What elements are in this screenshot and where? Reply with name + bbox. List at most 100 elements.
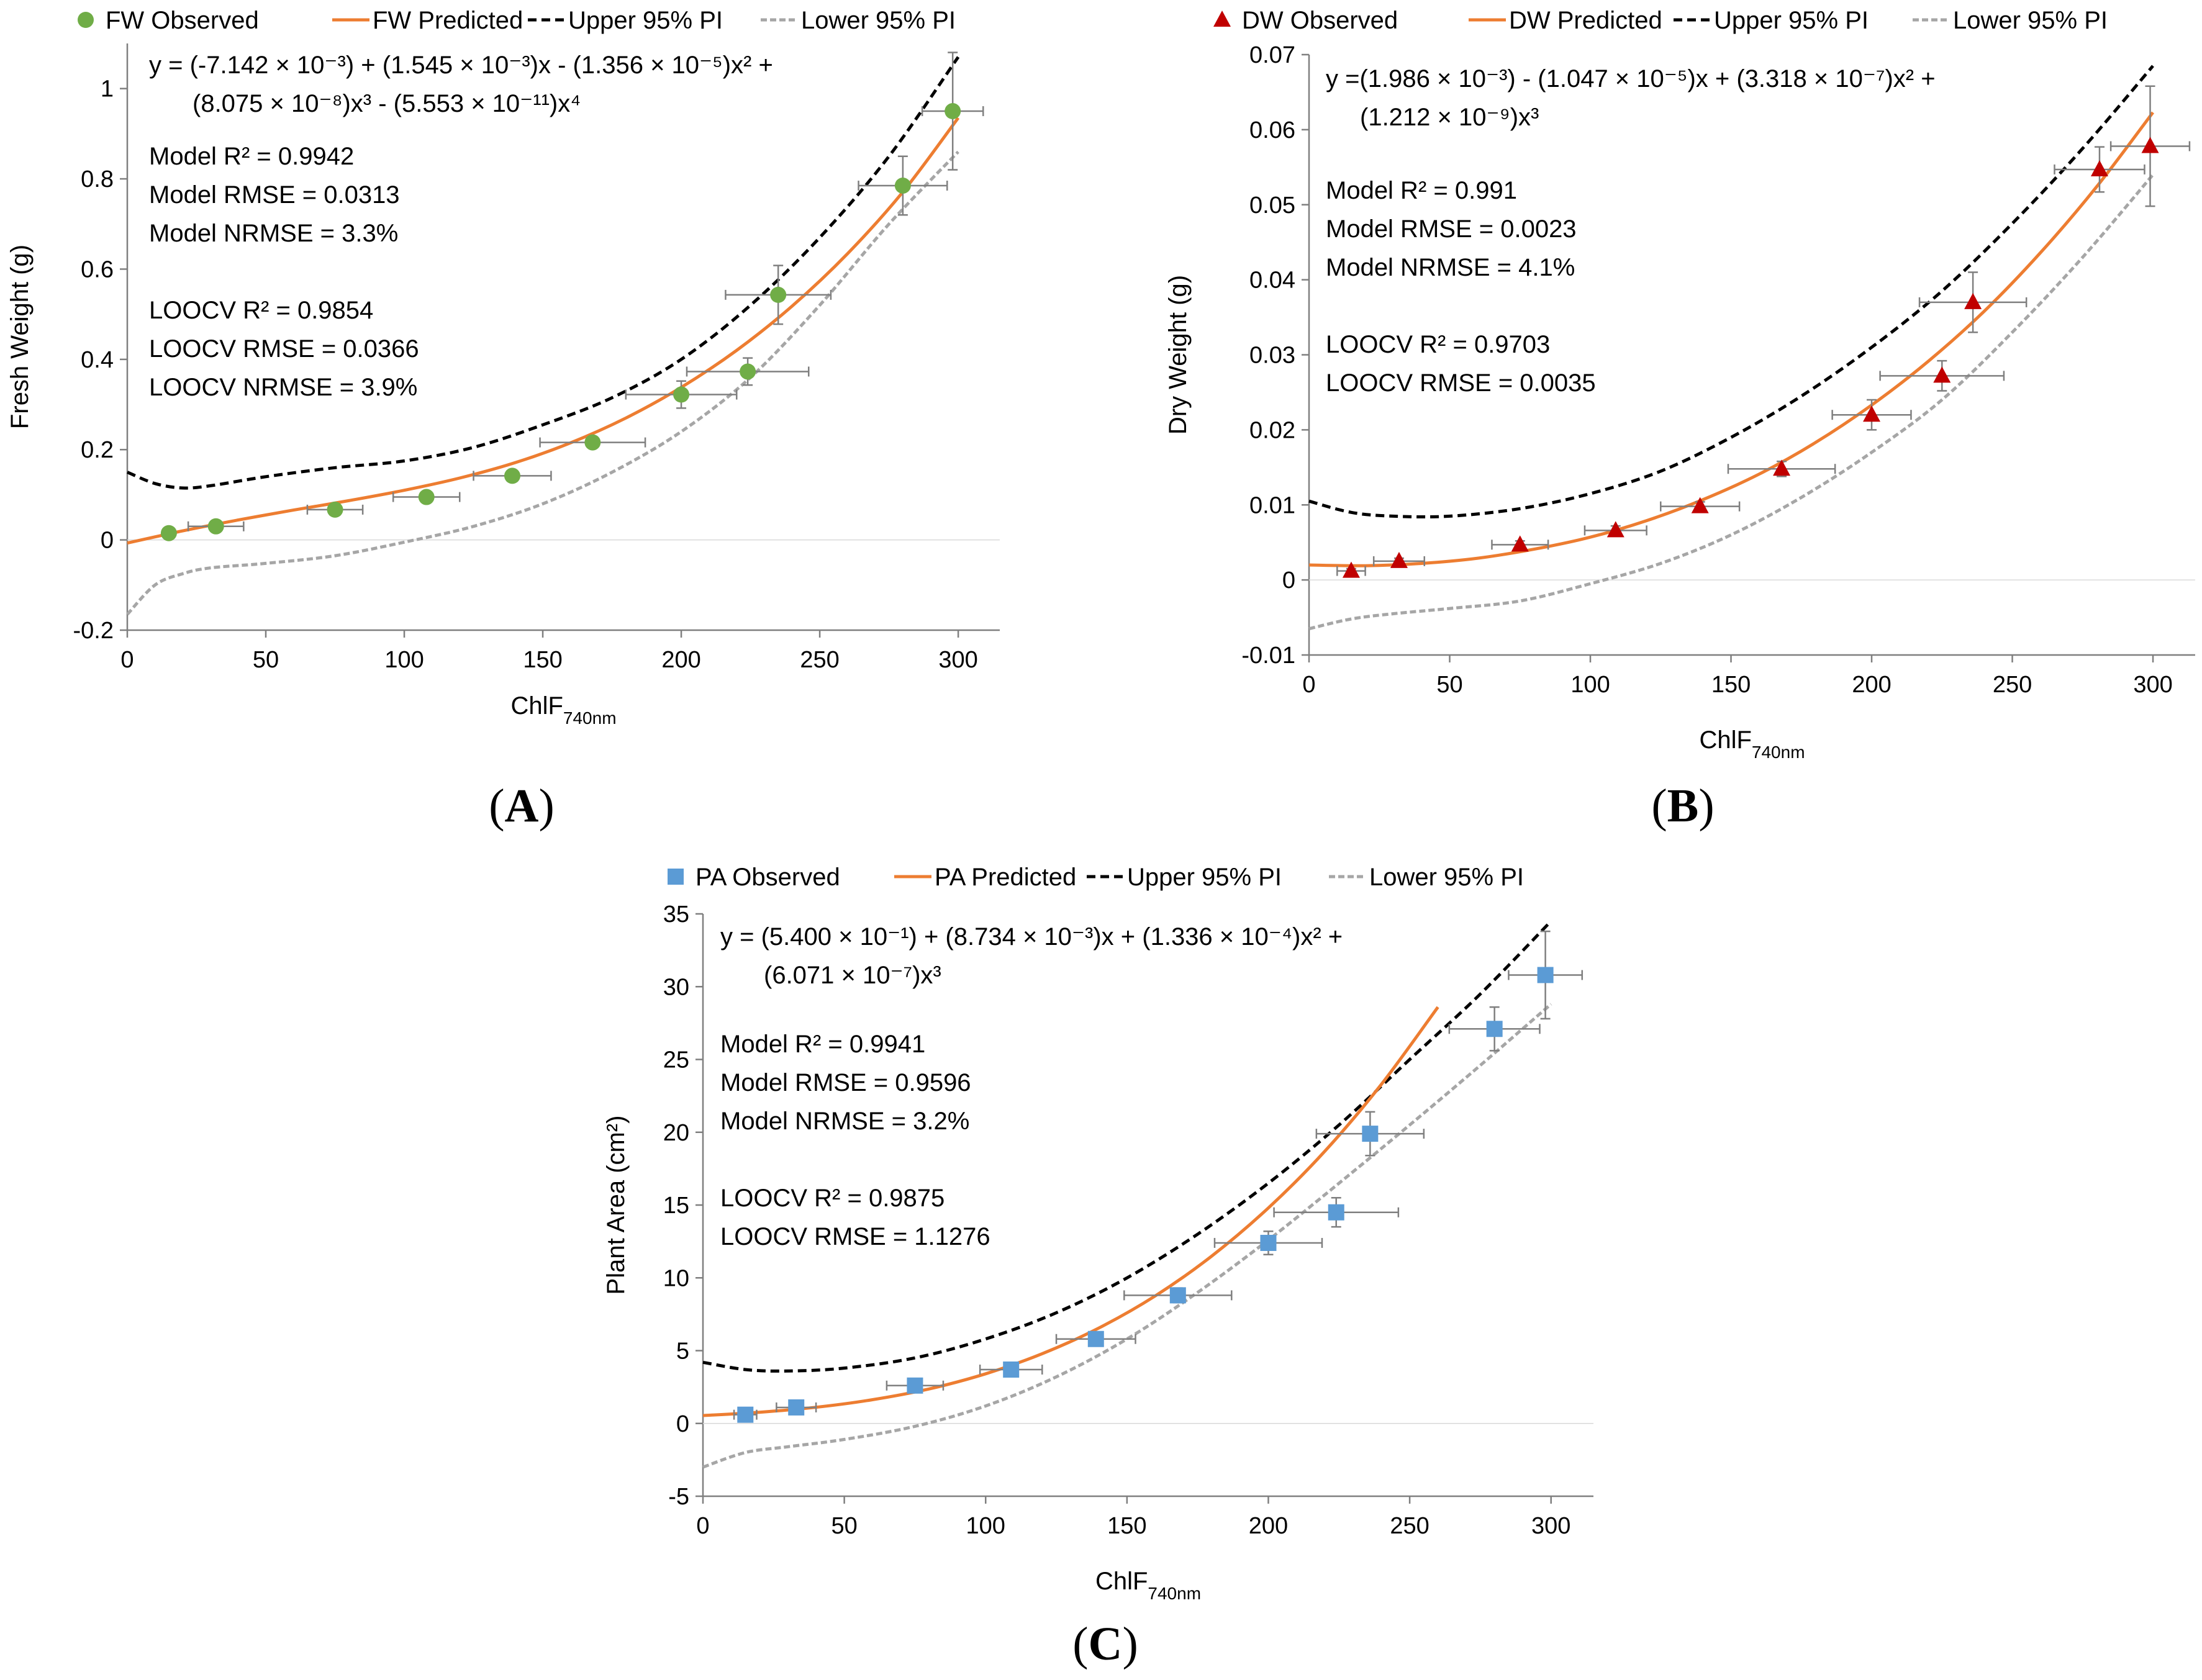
y-tick-label: 10	[663, 1265, 689, 1291]
x-tick-label: 300	[938, 647, 977, 673]
observed-point	[1606, 521, 1624, 538]
y-tick-label: 35	[663, 901, 689, 928]
stat-line: Model R² = 0.9941	[720, 1031, 925, 1058]
x-axis-title-subscript: 740nm	[1148, 1584, 1201, 1603]
x-axis-title: ChlF740nm	[510, 692, 616, 728]
observed-point	[1087, 1330, 1104, 1347]
observed-point	[584, 434, 601, 451]
observed-point	[907, 1377, 923, 1394]
observed-point	[2090, 160, 2108, 176]
lower-95-pi-line	[1308, 173, 2154, 631]
chart-panel-a: -0.2 0 0.2 0.4 0.6 0.8 1 0 50 100 150 200 250 300 ChlF…	[0, 0, 1049, 832]
observed-point	[1933, 366, 1951, 383]
observed-point	[1390, 551, 1408, 568]
stat-line: LOOCV RMSE = 1.1276	[720, 1223, 990, 1250]
stat-line: Model RMSE = 0.0023	[1326, 215, 1577, 243]
stat-line: LOOCV RMSE = 0.0366	[149, 335, 419, 363]
x-tick-label: 100	[966, 1513, 1005, 1539]
x-tick-label: 250	[1993, 672, 2032, 698]
observed-point	[1003, 1361, 1020, 1378]
observed-point	[1260, 1234, 1277, 1251]
x-tick-label: 250	[800, 647, 839, 673]
stat-line: Model NRMSE = 3.2%	[720, 1108, 969, 1135]
legend-predicted-label: DW Predicted	[1509, 7, 1662, 34]
stat-line: Model R² = 0.991	[1326, 177, 1517, 204]
chart-c-svg: -5 0 5 10 15 20 25 30 35 0 50 100 150 200 250 300 ChlF74…	[602, 864, 1593, 1603]
x-tick-label: 250	[1390, 1513, 1429, 1539]
legend-upper-label: Upper 95% PI	[1127, 864, 1282, 891]
y-tick-label: 1	[101, 76, 114, 102]
y-tick-label: 0.04	[1249, 268, 1295, 294]
observed-point	[1691, 497, 1709, 513]
y-tick-label: 20	[663, 1120, 689, 1146]
legend-observed-label: DW Observed	[1242, 7, 1398, 34]
panel-label-c: (C)	[1072, 1618, 1138, 1670]
x-tick-label: 200	[1852, 672, 1891, 698]
y-tick-label: 0	[1282, 567, 1295, 594]
observed-point	[1863, 405, 1881, 422]
observed-point	[737, 1406, 754, 1423]
equation-line: (6.071 × 10⁻⁷)x³	[764, 962, 941, 989]
stat-line: Model NRMSE = 4.1%	[1326, 254, 1575, 281]
stat-line: LOOCV R² = 0.9703	[1326, 331, 1550, 358]
y-tick-label: 0.8	[81, 166, 114, 192]
x-tick-label: 150	[1107, 1513, 1146, 1539]
observed-point	[160, 525, 177, 541]
y-tick-label: 0	[101, 528, 114, 554]
stat-line: Model NRMSE = 3.3%	[149, 220, 398, 247]
legend-observed-label: PA Observed	[695, 864, 840, 891]
legend-lower-label: Lower 95% PI	[1953, 7, 2108, 34]
y-tick-label: 0.02	[1249, 417, 1295, 443]
x-tick-label: 0	[696, 1513, 709, 1539]
panel-label-a: (A)	[489, 780, 555, 832]
x-tick-label: 100	[384, 647, 424, 673]
legend-predicted-label: PA Predicted	[935, 864, 1076, 891]
y-tick-label: 0.01	[1249, 492, 1295, 518]
equation-line: (8.075 × 10⁻⁸)x³ - (5.553 × 10⁻¹¹)x⁴	[193, 90, 581, 117]
observed-point	[1773, 459, 1791, 476]
y-axis-title: Plant Area (cm²)	[602, 1116, 630, 1295]
x-tick-label: 200	[1249, 1513, 1288, 1539]
legend-lower-label: Lower 95% PI	[801, 7, 956, 34]
y-tick-label: 0.03	[1249, 343, 1295, 369]
observed-point	[207, 518, 224, 535]
y-tick-label: 0.6	[81, 256, 114, 282]
observed-point	[770, 286, 787, 303]
x-tick-label: 0	[1302, 672, 1315, 698]
observed-point	[740, 363, 756, 380]
y-tick-label: 25	[663, 1047, 689, 1073]
y-tick-label: -5	[668, 1484, 689, 1510]
stat-line: LOOCV RMSE = 0.0035	[1326, 369, 1596, 397]
y-tick-label: 0.06	[1249, 117, 1295, 143]
observed-point	[1342, 561, 1360, 578]
chart-panel-c: -5 0 5 10 15 20 25 30 35 0 50 100 150 200 250 300 ChlF74…	[596, 844, 1652, 1680]
upper-95-pi-line	[127, 56, 960, 490]
y-tick-label: 5	[676, 1339, 689, 1365]
y-tick-label: 0.4	[81, 347, 114, 373]
y-tick-label: 0.2	[81, 437, 114, 463]
y-tick-label: 30	[663, 974, 689, 1000]
x-tick-label: 0	[120, 647, 134, 673]
stat-line: LOOCV R² = 0.9854	[149, 297, 373, 324]
stat-line: LOOCV NRMSE = 3.9%	[149, 374, 417, 401]
legend-observed-label: FW Observed	[106, 7, 259, 34]
legend-upper-label: Upper 95% PI	[1714, 7, 1869, 34]
legend-observed-marker	[668, 869, 684, 885]
legend-predicted-label: FW Predicted	[373, 7, 523, 34]
stat-line: Model RMSE = 0.0313	[149, 181, 400, 209]
observed-point	[894, 177, 911, 194]
chart-a-svg: -0.200.20.40.60.810 50 100 150 200 250 300ChlF…	[6, 7, 1000, 728]
observed-point	[1537, 967, 1554, 983]
observed-point	[1328, 1204, 1344, 1221]
predicted-line	[1308, 111, 2154, 567]
x-axis-title: ChlF740nm	[1095, 1568, 1201, 1603]
x-tick-label: 300	[1531, 1513, 1570, 1539]
predicted-line	[702, 1006, 1439, 1417]
y-axis-title: Dry Weight (g)	[1164, 275, 1192, 435]
stat-line: LOOCV R² = 0.9875	[720, 1185, 945, 1212]
legend-upper-label: Upper 95% PI	[568, 7, 723, 34]
y-tick-label: -0.2	[73, 618, 114, 644]
y-tick-label: -0.01	[1241, 643, 1295, 669]
observed-point	[1362, 1126, 1379, 1142]
observed-point	[1169, 1287, 1186, 1304]
